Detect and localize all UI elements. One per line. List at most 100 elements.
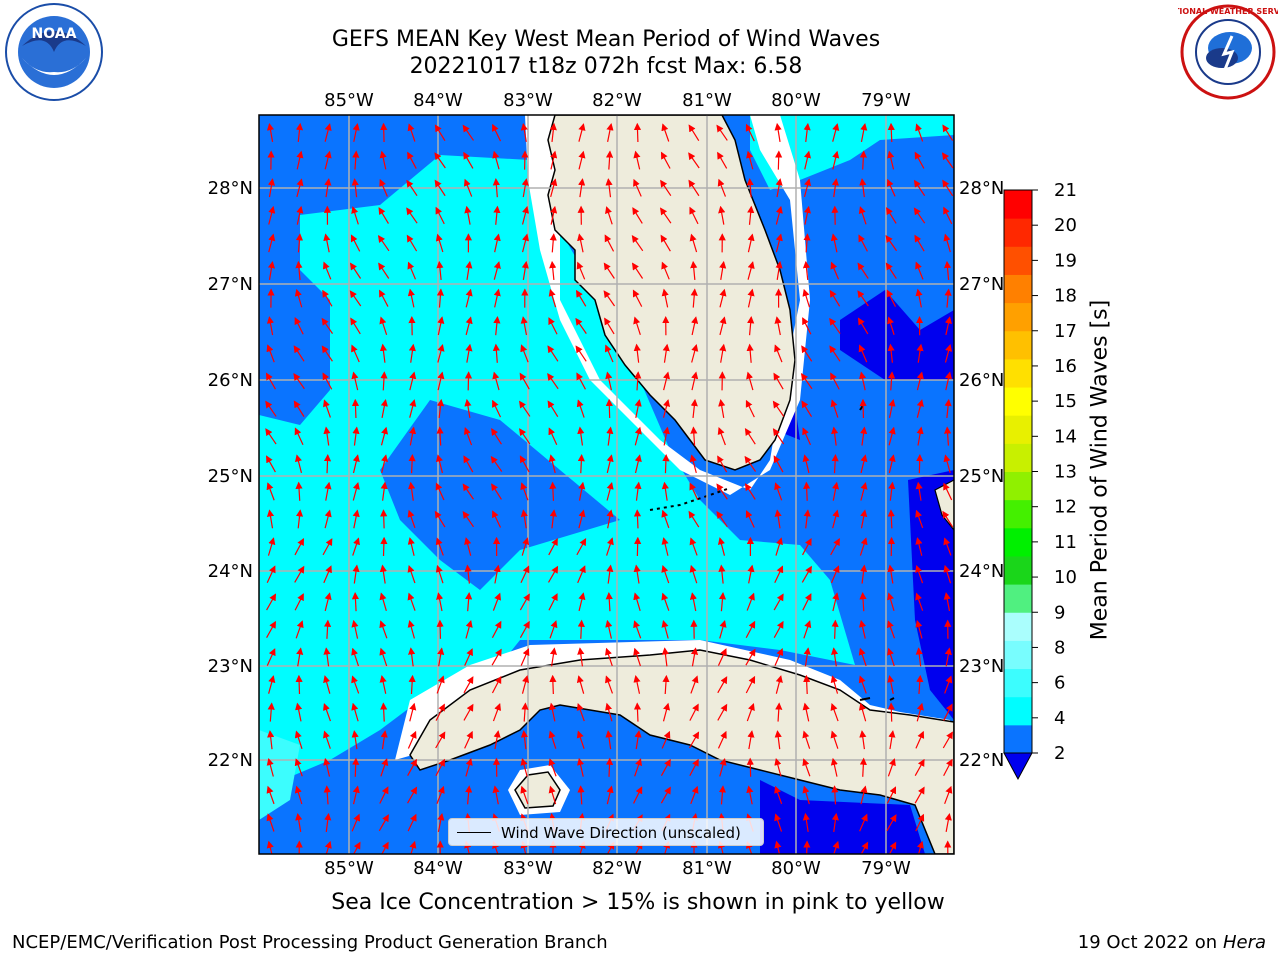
lon-labels-top: 85°W 84°W 83°W 82°W 81°W 80°W 79°W — [324, 90, 911, 111]
wave-direction-arrow — [803, 620, 812, 639]
wave-direction-arrow — [266, 482, 275, 501]
wave-direction-arrow — [549, 620, 558, 639]
wave-direction-arrow — [266, 757, 274, 777]
wave-direction-arrow — [266, 316, 275, 336]
wave-direction-arrow — [407, 592, 416, 611]
wave-direction-arrow — [718, 398, 726, 418]
wave-direction-arrow — [944, 398, 952, 419]
wave-direction-arrow — [408, 343, 416, 363]
wave-direction-arrow — [944, 288, 952, 308]
wave-direction-arrow — [942, 731, 953, 749]
wave-direction-arrow — [548, 702, 556, 722]
wave-direction-arrow — [576, 261, 586, 280]
wave-direction-arrow — [379, 647, 388, 667]
map-legend: Wind Wave Direction (unscaled) — [448, 818, 764, 846]
wave-direction-arrow — [407, 261, 417, 280]
wave-direction-arrow — [689, 564, 698, 584]
wave-direction-arrow — [520, 316, 528, 336]
wave-direction-arrow — [352, 757, 360, 777]
wave-direction-arrow — [717, 730, 727, 749]
wave-direction-arrow — [803, 205, 811, 225]
wave-direction-arrow — [859, 757, 867, 777]
wave-direction-arrow — [633, 702, 642, 722]
wave-direction-arrow — [915, 288, 923, 308]
wave-direction-arrow — [323, 675, 331, 694]
wave-direction-arrow — [576, 538, 587, 556]
wave-direction-arrow — [860, 426, 868, 446]
wave-direction-arrow — [605, 757, 614, 777]
wave-direction-arrow — [519, 593, 530, 611]
wave-direction-arrow — [519, 620, 530, 638]
lon-label-top: 80°W — [771, 90, 821, 111]
wave-direction-arrow — [549, 647, 558, 667]
wave-direction-arrow — [548, 454, 556, 474]
wave-direction-arrow — [324, 481, 332, 501]
wave-direction-arrow — [380, 426, 389, 446]
wave-direction-arrow — [490, 455, 503, 472]
wave-direction-arrow — [690, 785, 699, 805]
wave-direction-arrow — [775, 537, 783, 556]
wave-direction-arrow — [860, 454, 868, 474]
wave-direction-arrow — [690, 260, 698, 281]
wave-direction-arrow — [774, 730, 782, 750]
wave-direction-arrow — [549, 260, 557, 281]
wave-direction-arrow — [886, 207, 897, 224]
wave-direction-arrow — [407, 730, 417, 749]
wave-direction-arrow — [462, 510, 474, 528]
wave-direction-arrow — [887, 647, 895, 667]
wave-direction-arrow — [747, 730, 755, 750]
wave-direction-arrow — [266, 648, 276, 666]
wave-direction-arrow — [888, 481, 896, 501]
wave-direction-arrow — [802, 730, 811, 749]
wave-direction-arrow — [378, 207, 389, 224]
wave-direction-arrow — [322, 261, 332, 280]
wave-direction-arrow — [887, 564, 895, 584]
wave-direction-arrow — [886, 178, 896, 197]
wave-direction-arrow — [266, 813, 275, 832]
wave-direction-arrow — [577, 785, 585, 805]
wave-direction-arrow — [943, 703, 953, 721]
wave-direction-arrow — [774, 757, 782, 777]
wave-direction-arrow — [634, 426, 642, 446]
wave-direction-arrow — [605, 371, 613, 391]
wave-direction-arrow — [604, 317, 615, 335]
wave-direction-arrow — [831, 619, 839, 639]
wave-direction-arrow — [350, 234, 361, 252]
wave-direction-arrow — [266, 565, 276, 584]
lon-labels-bottom: 85°W 84°W 83°W 82°W 81°W 80°W 79°W — [324, 858, 911, 879]
wave-direction-arrow — [295, 674, 303, 695]
wave-direction-arrow — [406, 234, 418, 252]
wave-direction-arrow — [349, 262, 362, 279]
wave-direction-arrow — [913, 207, 926, 224]
wave-direction-arrow — [858, 702, 867, 722]
wave-direction-arrow — [859, 619, 867, 639]
wave-direction-arrow — [577, 757, 585, 777]
wave-direction-arrow — [746, 178, 754, 198]
wave-direction-arrow — [408, 674, 416, 695]
wave-direction-arrow — [916, 454, 924, 474]
wave-direction-arrow — [660, 151, 671, 169]
wave-direction-arrow — [803, 233, 811, 253]
wave-direction-arrow — [381, 454, 389, 474]
wave-direction-arrow — [521, 675, 530, 694]
wave-direction-arrow — [857, 290, 869, 307]
wave-direction-arrow — [885, 262, 897, 279]
colorbar-segment — [1004, 668, 1032, 698]
wave-direction-arrow — [465, 316, 473, 336]
wave-direction-arrow — [550, 150, 558, 170]
wave-direction-arrow — [493, 261, 501, 280]
wave-direction-arrow — [577, 565, 586, 584]
wave-direction-arrow — [662, 454, 670, 474]
wave-direction-arrow — [941, 152, 954, 169]
wave-direction-arrow — [916, 674, 924, 695]
wave-direction-arrow — [717, 648, 727, 666]
wave-direction-arrow — [802, 317, 812, 335]
wave-direction-arrow — [803, 178, 812, 198]
wave-direction-arrow — [775, 178, 783, 198]
lat-label-right: 28°N — [959, 178, 1004, 199]
wave-direction-arrow — [802, 758, 811, 777]
wave-direction-arrow — [829, 289, 841, 307]
wave-direction-arrow — [774, 316, 782, 336]
wave-direction-arrow — [379, 675, 387, 694]
wave-direction-arrow — [548, 593, 558, 611]
